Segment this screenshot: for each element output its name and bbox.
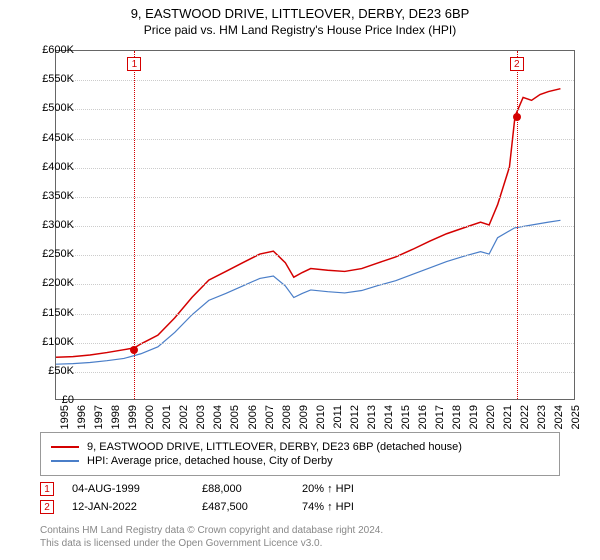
x-axis-label: 2015 xyxy=(400,405,412,429)
x-axis-label: 1999 xyxy=(127,405,139,429)
x-axis-label: 2012 xyxy=(349,405,361,429)
x-axis-label: 1998 xyxy=(110,405,122,429)
x-axis-label: 2017 xyxy=(434,405,446,429)
legend-box: 9, EASTWOOD DRIVE, LITTLEOVER, DERBY, DE… xyxy=(40,432,560,476)
x-axis-label: 2021 xyxy=(502,405,514,429)
y-axis-label: £450K xyxy=(24,132,74,144)
x-axis-label: 2008 xyxy=(281,405,293,429)
sale-pct: 74% ↑ HPI xyxy=(302,501,402,513)
sale-date: 04-AUG-1999 xyxy=(72,483,202,495)
y-axis-label: £250K xyxy=(24,248,74,260)
x-axis-label: 2022 xyxy=(519,405,531,429)
x-axis-label: 2019 xyxy=(468,405,480,429)
y-axis-label: £400K xyxy=(24,161,74,173)
x-axis-label: 2020 xyxy=(485,405,497,429)
chart-plot-area: 1995199619971998199920002001200220032004… xyxy=(55,50,575,400)
x-axis-label: 2024 xyxy=(553,405,565,429)
y-axis-label: £0 xyxy=(24,394,74,406)
y-axis-label: £50K xyxy=(24,365,74,377)
x-axis-label: 2013 xyxy=(366,405,378,429)
y-axis-label: £600K xyxy=(24,44,74,56)
footer-line-1: Contains HM Land Registry data © Crown c… xyxy=(40,524,383,537)
marker-dot xyxy=(513,113,521,121)
x-axis-label: 2023 xyxy=(536,405,548,429)
x-axis-label: 2006 xyxy=(247,405,259,429)
y-axis-label: £500K xyxy=(24,102,74,114)
x-axis-label: 2001 xyxy=(161,405,173,429)
sale-row: 1 04-AUG-1999£88,00020% ↑ HPI xyxy=(40,482,560,496)
sale-marker-box: 1 xyxy=(40,482,54,496)
y-axis-label: £200K xyxy=(24,277,74,289)
sales-table: 1 04-AUG-1999£88,00020% ↑ HPI 2 12-JAN-2022… xyxy=(40,478,560,518)
marker-vline xyxy=(517,51,518,399)
marker-dot xyxy=(130,346,138,354)
x-axis-label: 2011 xyxy=(332,405,344,429)
legend-swatch xyxy=(51,446,79,448)
series-line-property xyxy=(56,89,560,358)
x-axis-label: 2002 xyxy=(178,405,190,429)
footer-line-2: This data is licensed under the Open Gov… xyxy=(40,537,383,550)
y-axis-label: £350K xyxy=(24,190,74,202)
y-axis-label: £100K xyxy=(24,336,74,348)
footer-attribution: Contains HM Land Registry data © Crown c… xyxy=(40,524,383,550)
x-axis-label: 2016 xyxy=(417,405,429,429)
x-axis-label: 2014 xyxy=(383,405,395,429)
chart-subtitle: Price paid vs. HM Land Registry's House … xyxy=(0,21,600,37)
x-axis-label: 2009 xyxy=(298,405,310,429)
y-axis-label: £150K xyxy=(24,307,74,319)
sale-price: £487,500 xyxy=(202,501,302,513)
x-axis-label: 2025 xyxy=(570,405,582,429)
x-axis-label: 2003 xyxy=(195,405,207,429)
sale-marker-box: 2 xyxy=(40,500,54,514)
sale-date: 12-JAN-2022 xyxy=(72,501,202,513)
x-axis-label: 1996 xyxy=(76,405,88,429)
x-axis-label: 2010 xyxy=(315,405,327,429)
x-axis-label: 2018 xyxy=(451,405,463,429)
legend-row: HPI: Average price, detached house, City… xyxy=(51,455,549,467)
legend-label: HPI: Average price, detached house, City… xyxy=(87,455,333,467)
legend-row: 9, EASTWOOD DRIVE, LITTLEOVER, DERBY, DE… xyxy=(51,441,549,453)
chart-title: 9, EASTWOOD DRIVE, LITTLEOVER, DERBY, DE… xyxy=(0,0,600,21)
x-axis-label: 1997 xyxy=(93,405,105,429)
y-axis-label: £550K xyxy=(24,73,74,85)
sale-price: £88,000 xyxy=(202,483,302,495)
x-axis-label: 2004 xyxy=(212,405,224,429)
legend-label: 9, EASTWOOD DRIVE, LITTLEOVER, DERBY, DE… xyxy=(87,441,462,453)
sale-row: 2 12-JAN-2022£487,50074% ↑ HPI xyxy=(40,500,560,514)
x-axis-label: 2007 xyxy=(264,405,276,429)
sale-pct: 20% ↑ HPI xyxy=(302,483,402,495)
x-axis-label: 2000 xyxy=(144,405,156,429)
x-axis-label: 1995 xyxy=(59,405,71,429)
marker-label: 1 xyxy=(127,57,141,71)
marker-label: 2 xyxy=(510,57,524,71)
y-axis-label: £300K xyxy=(24,219,74,231)
legend-swatch xyxy=(51,460,79,462)
x-axis-label: 2005 xyxy=(229,405,241,429)
